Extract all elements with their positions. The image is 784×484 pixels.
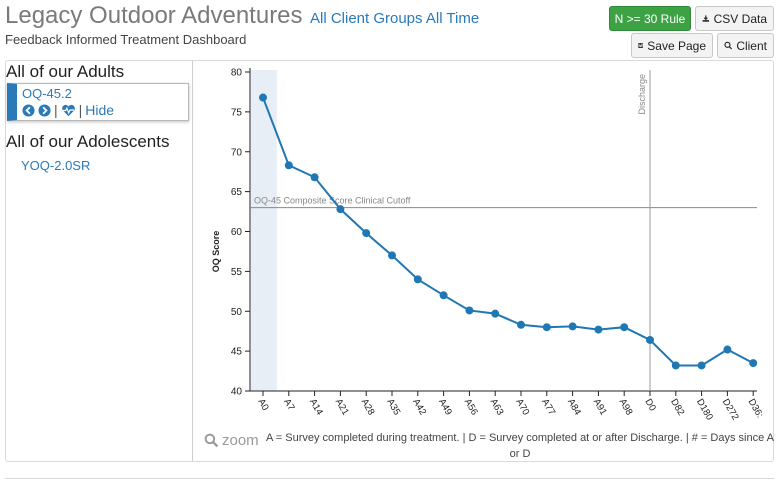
score-point[interactable]: [671, 361, 680, 370]
x-tick-label: D0: [642, 397, 658, 413]
client-label: Client: [736, 38, 767, 53]
x-tick-label: D180: [694, 397, 715, 422]
x-tick-label: A98: [617, 397, 635, 417]
y-tick-label: 60: [231, 227, 243, 238]
x-tick-label: A56: [462, 397, 480, 417]
client-search-button[interactable]: Client: [717, 33, 774, 58]
y-tick-label: 40: [231, 387, 243, 398]
discharge-label: Discharge: [637, 74, 647, 115]
intake-highlight-band: [251, 70, 277, 391]
chart-caption: A = Survey completed during treatment. |…: [266, 432, 774, 460]
score-point[interactable]: [697, 361, 706, 370]
n-rule-label: N >= 30 Rule: [614, 11, 686, 26]
csv-data-button[interactable]: CSV Data: [695, 6, 774, 31]
y-tick-label: 80: [231, 68, 243, 79]
zoom-control[interactable]: zoom: [204, 432, 259, 449]
tool-separator: |: [54, 102, 58, 118]
dashboard-header: Legacy Outdoor Adventures All Client Gro…: [5, 2, 479, 30]
x-tick-label: A91: [591, 397, 609, 417]
arrow-right-icon[interactable]: [38, 103, 51, 117]
score-point[interactable]: [594, 325, 603, 334]
x-tick-label: A84: [565, 397, 583, 417]
score-point[interactable]: [465, 306, 474, 315]
x-tick-label: A49: [436, 397, 454, 417]
scale-tools: | | Hide: [22, 102, 114, 118]
score-point[interactable]: [336, 205, 345, 214]
score-line: [262, 97, 754, 367]
score-point[interactable]: [517, 320, 525, 329]
download-icon: [702, 15, 710, 22]
client-group-link[interactable]: All Client Groups All Time: [309, 10, 480, 27]
score-point[interactable]: [620, 323, 629, 332]
adults-group-title: All of our Adults: [6, 62, 125, 81]
score-point[interactable]: [491, 309, 500, 318]
score-point[interactable]: [413, 275, 422, 284]
y-tick-label: 75: [231, 107, 243, 118]
score-point[interactable]: [388, 251, 396, 260]
adult-scale-name[interactable]: OQ-45.2: [22, 86, 72, 101]
x-tick-label: A28: [359, 397, 377, 417]
x-tick-label: D272: [720, 397, 741, 422]
y-tick-label: 55: [231, 267, 243, 278]
save-icon: [638, 43, 644, 48]
y-axis-label: OQ Score: [211, 231, 221, 273]
adolescent-scale-link[interactable]: YOQ-2.0SR: [21, 158, 91, 173]
x-axis: A0 A7 A14 A21 A28 A35 A42 A49 A56 A63 A70 A77 A84 A91…: [250, 390, 766, 422]
heartbeat-icon[interactable]: [61, 104, 76, 117]
arrow-left-icon[interactable]: [22, 103, 35, 117]
y-tick-label: 45: [231, 347, 243, 358]
y-axis: 40 45 50 55 60 65 70 75 80: [231, 68, 251, 398]
x-tick-label: A63: [488, 397, 506, 417]
zoom-icon: [204, 433, 219, 448]
score-point[interactable]: [284, 161, 293, 170]
zoom-label: zoom: [222, 432, 259, 449]
search-icon: [724, 41, 733, 50]
n-rule-button[interactable]: N >= 30 Rule: [609, 6, 691, 31]
x-tick-label: A0: [255, 397, 270, 413]
x-tick-label: D36:: [746, 397, 766, 420]
score-point[interactable]: [723, 345, 732, 354]
y-tick-label: 50: [231, 307, 243, 318]
score-point[interactable]: [310, 173, 319, 182]
adolescents-group-title: All of our Adolescents: [6, 132, 170, 151]
score-point[interactable]: [568, 322, 577, 331]
score-points: [259, 93, 758, 370]
csv-data-label: CSV Data: [713, 11, 767, 26]
x-tick-label: A70: [513, 397, 531, 417]
y-tick-label: 65: [231, 187, 243, 198]
hide-link[interactable]: Hide: [85, 102, 115, 118]
dashboard-panel: All of our Adults OQ-45.2 | | Hide: [5, 60, 774, 462]
x-tick-label: D82: [668, 397, 686, 418]
score-point[interactable]: [259, 93, 267, 102]
tool-separator: |: [78, 102, 83, 118]
brand-title: Legacy Outdoor Adventures: [5, 2, 303, 29]
x-tick-label: A21: [333, 397, 351, 417]
x-tick-label: A42: [410, 397, 428, 417]
score-point[interactable]: [749, 359, 758, 368]
x-tick-label: A7: [281, 397, 296, 413]
save-page-label: Save Page: [647, 38, 706, 53]
save-page-button[interactable]: Save Page: [631, 33, 713, 58]
adult-scale-card[interactable]: OQ-45.2 | | Hide: [7, 83, 189, 121]
footer-divider: [5, 478, 774, 479]
score-point[interactable]: [362, 229, 371, 238]
x-tick-label: A77: [539, 397, 557, 417]
score-point[interactable]: [439, 291, 448, 300]
y-tick-label: 70: [231, 147, 243, 158]
sidebar: All of our Adults OQ-45.2 | | Hide: [6, 61, 193, 461]
x-tick-label: A35: [384, 397, 402, 417]
score-point[interactable]: [542, 323, 551, 332]
page-subtitle: Feedback Informed Treatment Dashboard: [5, 32, 247, 47]
x-tick-label: A14: [307, 397, 325, 417]
score-point[interactable]: [646, 335, 654, 344]
